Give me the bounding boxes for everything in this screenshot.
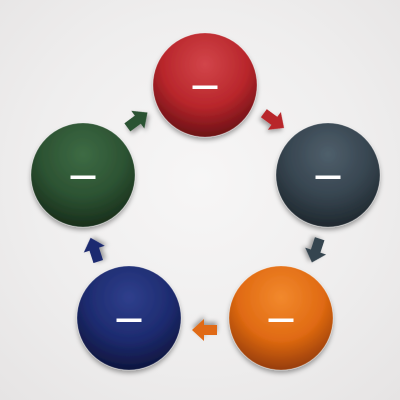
node-top: — <box>152 32 258 138</box>
node-top-label: — <box>191 69 219 102</box>
node-bottom-right-circle <box>228 265 334 371</box>
arrow-5-icon <box>124 110 148 132</box>
node-bottom-right: — <box>228 265 334 371</box>
node-left-label: — <box>69 159 97 192</box>
arrow-2-icon <box>305 237 327 263</box>
node-bottom-left: — <box>76 265 182 371</box>
node-right-circle <box>275 122 381 228</box>
arrows-layer <box>83 109 327 341</box>
node-bottom-left-label: — <box>115 302 143 335</box>
node-bottom-right-label: — <box>267 302 295 335</box>
arrow-1-icon <box>260 109 285 130</box>
node-left-circle <box>30 122 136 228</box>
arrow-4-icon <box>83 237 105 264</box>
arrow-3-icon <box>192 319 217 341</box>
node-bottom-left-circle <box>76 265 182 371</box>
node-left: — <box>30 122 136 228</box>
node-right-label: — <box>314 159 342 192</box>
nodes-layer: — — — — — <box>30 32 381 371</box>
node-right: — <box>275 122 381 228</box>
node-top-circle <box>152 32 258 138</box>
